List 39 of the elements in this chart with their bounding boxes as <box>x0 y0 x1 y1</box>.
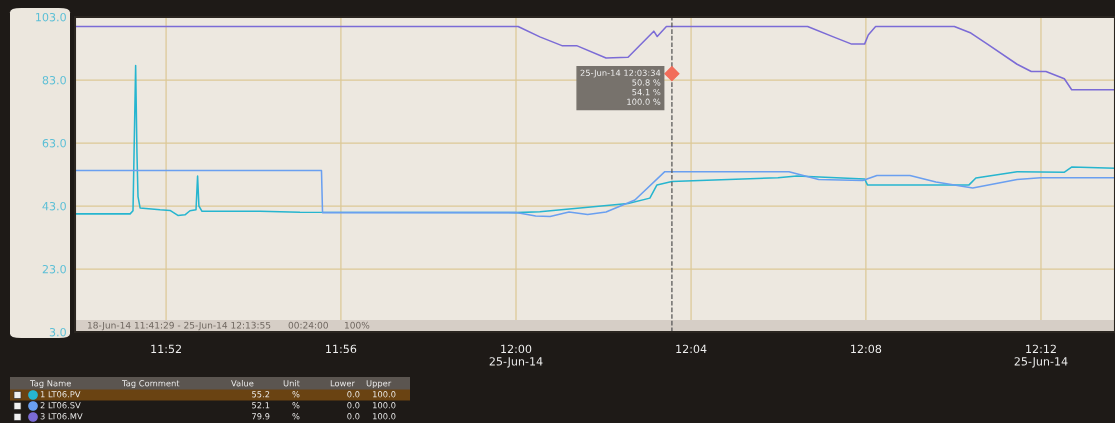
legend-label: 2 LT06.SV <box>40 402 81 409</box>
annotation: 18-Jun-14 11:41:29 - 25-Jun-14 12:13:55 <box>87 321 271 331</box>
line-series <box>75 169 1115 218</box>
text: Lower <box>330 380 355 387</box>
text: 0.0 <box>347 402 360 409</box>
annotation: 25-Jun-14 12:03:34 50.8 % 54.1 % 100.0 % <box>580 69 661 105</box>
x-tick-label: 12:00 25-Jun-14 <box>489 344 543 368</box>
y-tick-label: 63.0 <box>42 138 66 148</box>
text: % <box>292 391 300 398</box>
x-tick-label: 12:04 <box>676 344 707 354</box>
text: 100.0 <box>373 402 396 409</box>
text: % <box>292 413 300 420</box>
text: % <box>292 402 300 409</box>
y-tick-label: 43.0 <box>42 201 66 211</box>
legend-label: 3 LT06.MV <box>40 413 83 420</box>
annotation: 100% <box>344 321 370 329</box>
text: 100.0 <box>373 391 396 398</box>
x-tick-label: 11:56 <box>326 344 357 354</box>
text: Tag Comment <box>121 380 180 389</box>
text: 100.0 <box>373 413 396 420</box>
text: 52.1 <box>252 402 270 409</box>
x-tick-label: 12:12 25-Jun-14 <box>1014 344 1068 368</box>
text: Unit <box>283 379 300 387</box>
text: 0.0 <box>347 413 360 420</box>
y-tick-label: 23.0 <box>42 264 66 274</box>
text: Value <box>231 379 254 387</box>
text: 55.2 <box>252 391 270 398</box>
text: 79.9 <box>252 413 270 420</box>
y-tick-label: 103.0 <box>36 12 66 22</box>
x-tick-label: 12:08 <box>851 344 882 354</box>
y-tick-label: 83.0 <box>42 75 66 85</box>
line-series <box>75 25 1115 91</box>
legend-label: 1 LT06.PV <box>40 391 81 398</box>
text: Tag Name <box>29 380 71 389</box>
text: Upper <box>366 380 392 389</box>
text: 0.0 <box>347 391 360 398</box>
y-tick-label: 3.0 <box>49 327 66 337</box>
annotation: 00:24:00 <box>288 321 328 329</box>
x-tick-label: 11:52 <box>151 344 181 354</box>
